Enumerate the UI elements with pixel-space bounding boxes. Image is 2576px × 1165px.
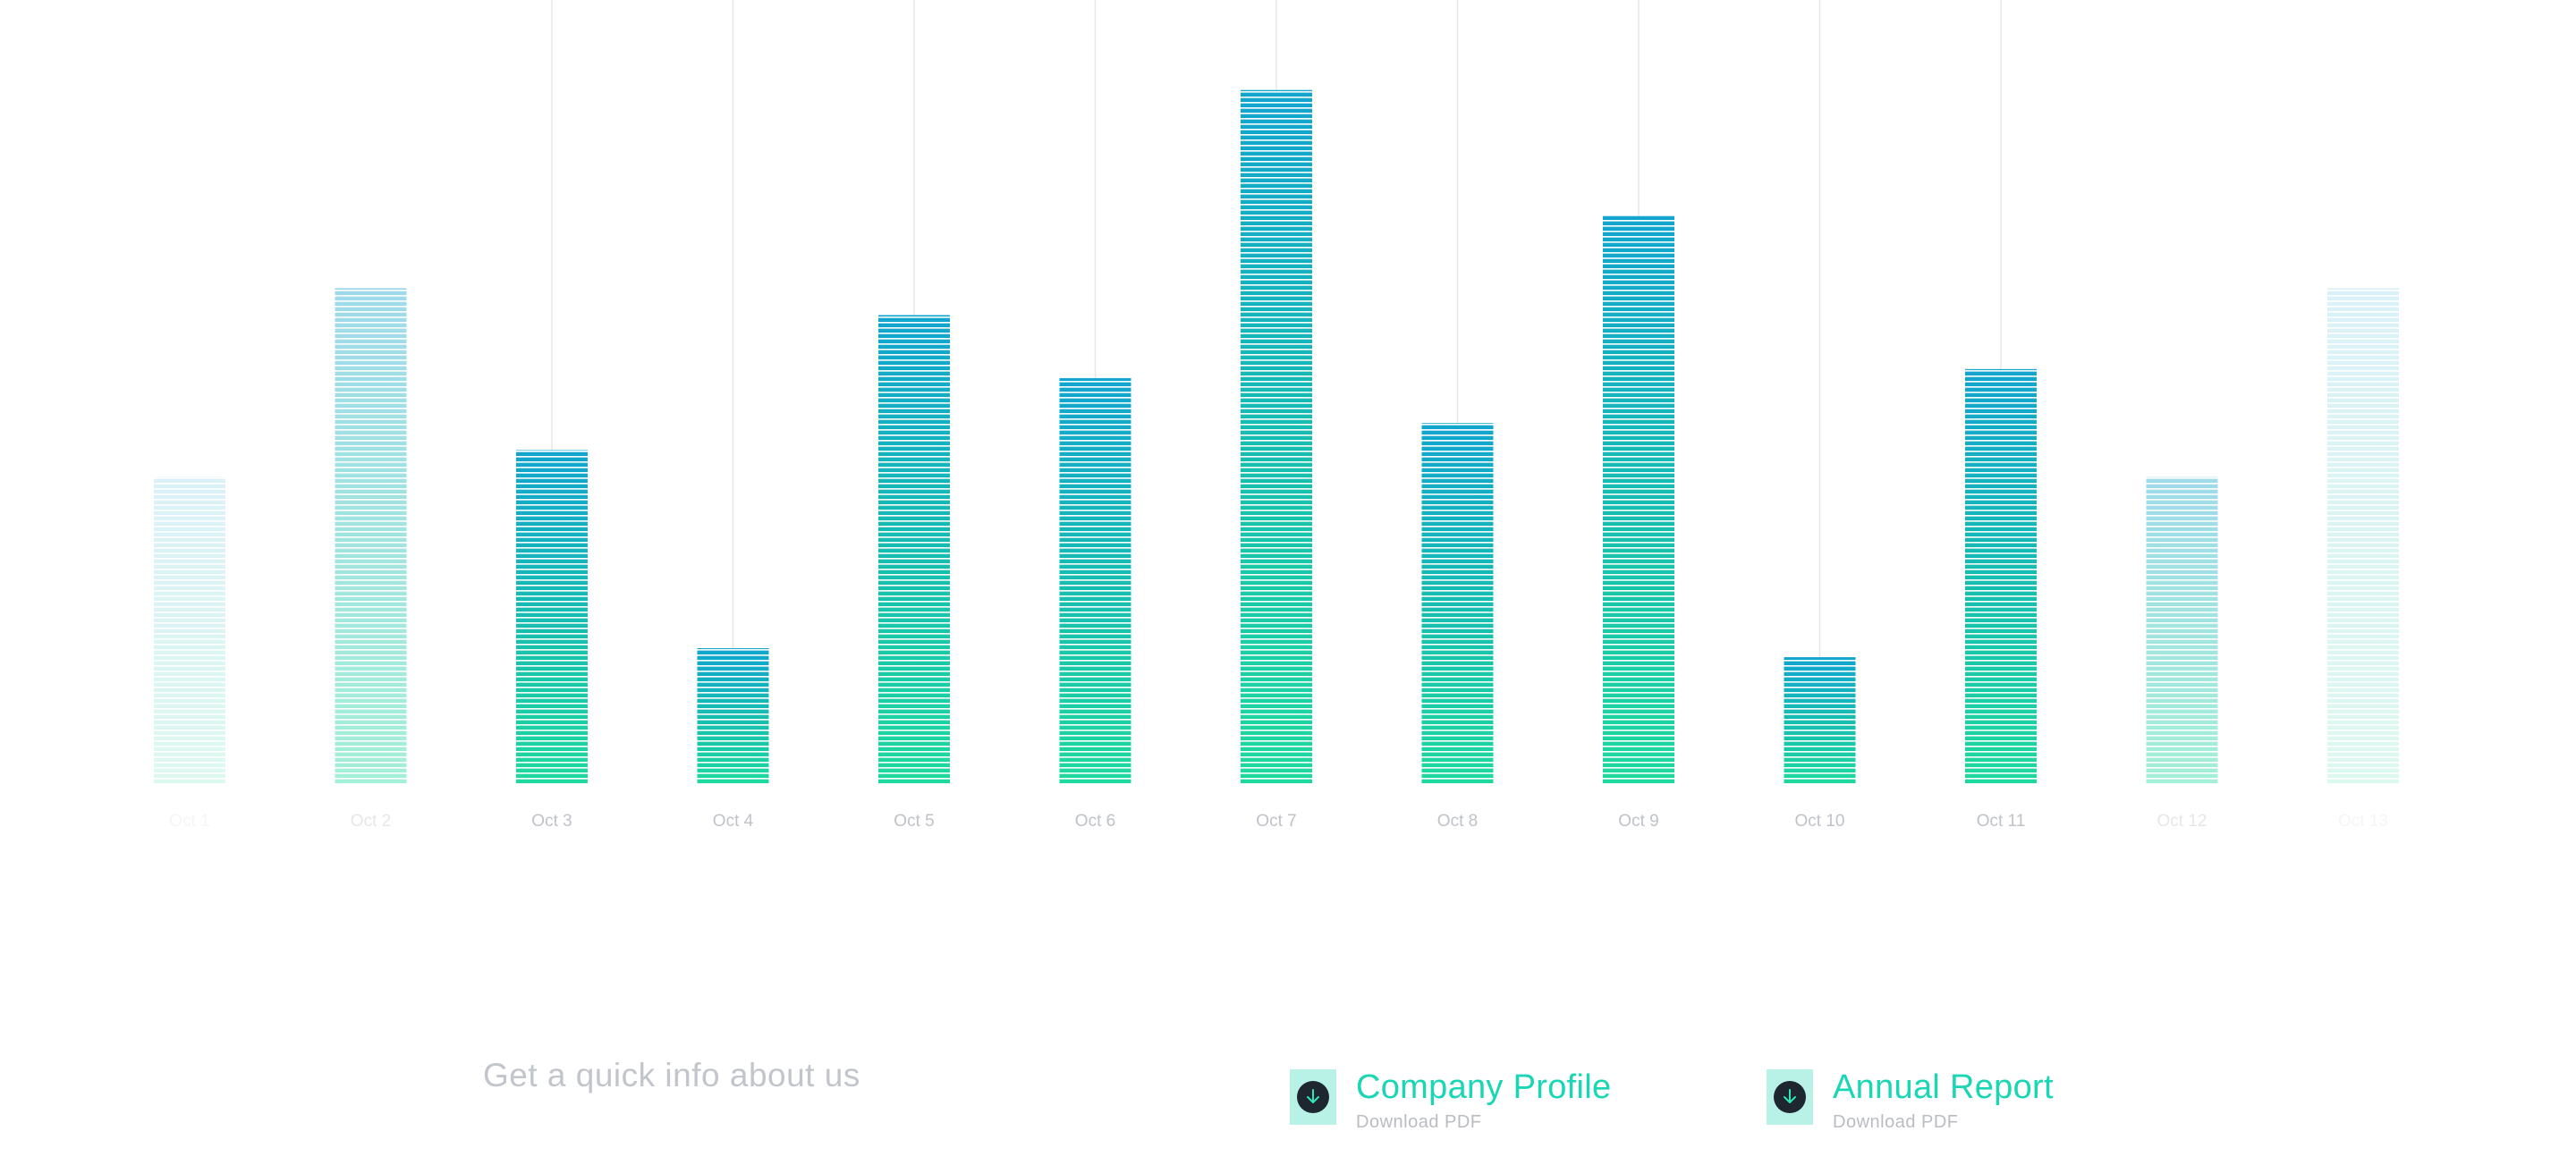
x-tick-label: Oct 12 (2157, 812, 2207, 831)
bar[interactable] (516, 450, 588, 783)
download-icon-box[interactable] (1290, 1069, 1336, 1125)
x-tick-label: Oct 11 (1977, 812, 2026, 831)
bar[interactable] (1784, 657, 1856, 783)
bar-stripes (1784, 657, 1856, 783)
x-tick-label: Oct 3 (531, 812, 572, 831)
bar[interactable] (335, 288, 407, 783)
annual-report-title[interactable]: Annual Report (1833, 1068, 2054, 1106)
download-arrow-icon (1774, 1081, 1806, 1113)
bar[interactable] (878, 315, 950, 783)
annual-report-download[interactable]: Annual Report Download PDF (1767, 1069, 2054, 1133)
bar[interactable] (1421, 423, 1494, 783)
company-profile-subtitle[interactable]: Download PDF (1356, 1112, 1482, 1132)
bar[interactable] (2146, 477, 2218, 783)
bar-stripes (1241, 89, 1312, 784)
x-tick-label: Oct 1 (169, 812, 209, 831)
bar-chart: Oct 1 Oct 2 Oct 3 Oct 4 Oct 5 Oct 6 Oct 7 Oct 8… (154, 0, 2399, 831)
x-tick-label: Oct 5 (894, 812, 934, 831)
x-tick-label: Oct 13 (2338, 812, 2388, 831)
company-profile-download[interactable]: Company Profile Download PDF (1290, 1069, 1611, 1133)
bar-stripes (335, 288, 407, 783)
x-tick-label: Oct 8 (1437, 812, 1478, 831)
bar-stripes (1603, 215, 1674, 784)
x-tick-label: Oct 7 (1256, 812, 1296, 831)
annual-report-subtitle[interactable]: Download PDF (1833, 1112, 1959, 1132)
bar[interactable] (1241, 89, 1312, 784)
bar-stripes (1421, 423, 1494, 783)
x-tick-label: Oct 6 (1075, 812, 1115, 831)
bar-stripes (1059, 377, 1131, 783)
quick-info-tagline: Get a quick info about us (483, 1057, 860, 1093)
x-tick-label: Oct 9 (1618, 812, 1658, 831)
bar-stripes (2327, 288, 2399, 783)
bar[interactable] (2327, 288, 2399, 783)
download-arrow-icon (1297, 1081, 1329, 1113)
bar-stripes (516, 450, 588, 783)
bar[interactable] (154, 477, 225, 783)
bar-stripes (878, 315, 950, 783)
company-profile-title[interactable]: Company Profile (1356, 1068, 1612, 1106)
bar[interactable] (1059, 377, 1131, 783)
x-tick-label: Oct 4 (713, 812, 754, 831)
x-tick-label: Oct 2 (351, 812, 391, 831)
bar[interactable] (1965, 368, 2037, 783)
download-icon-box[interactable] (1767, 1069, 1813, 1125)
bar-stripes (154, 477, 225, 783)
bar-stripes (697, 647, 769, 783)
x-tick-label: Oct 10 (1795, 812, 1845, 831)
bar[interactable] (697, 647, 769, 783)
bar-stripes (1965, 368, 2037, 783)
bar-stripes (2146, 477, 2218, 783)
bar[interactable] (1603, 215, 1674, 784)
